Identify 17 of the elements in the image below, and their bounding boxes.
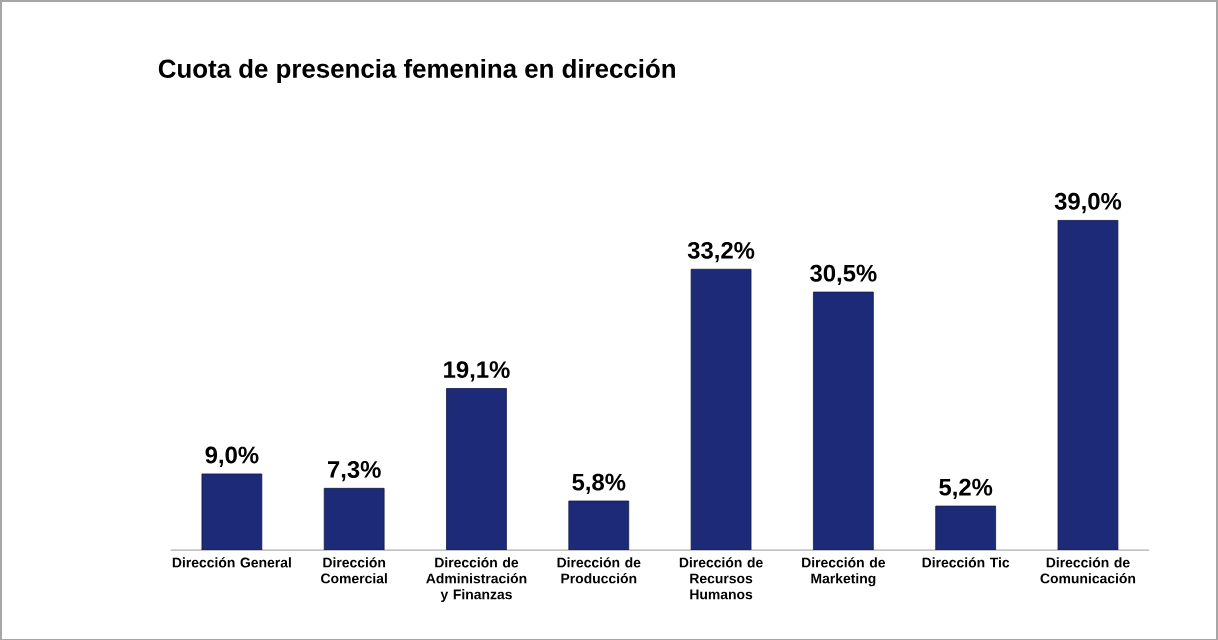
bar [1057,219,1119,550]
bar [568,500,630,550]
data-label: 39,0% [1054,192,1122,213]
data-label: 7,3% [328,460,381,481]
bar [935,505,997,550]
data-label: 9,0% [205,446,259,467]
chart-title: Cuota de presencia femenina en dirección [158,58,675,83]
bar [690,268,752,550]
data-label: 19,1% [444,360,510,382]
bar [323,487,385,550]
data-label: 30,5% [810,264,877,285]
data-label: 5,2% [939,478,993,499]
data-label: 5,8% [572,473,626,494]
bar [813,291,874,550]
bar [446,387,507,550]
data-label: 33,2% [687,241,755,262]
bar [201,473,263,550]
